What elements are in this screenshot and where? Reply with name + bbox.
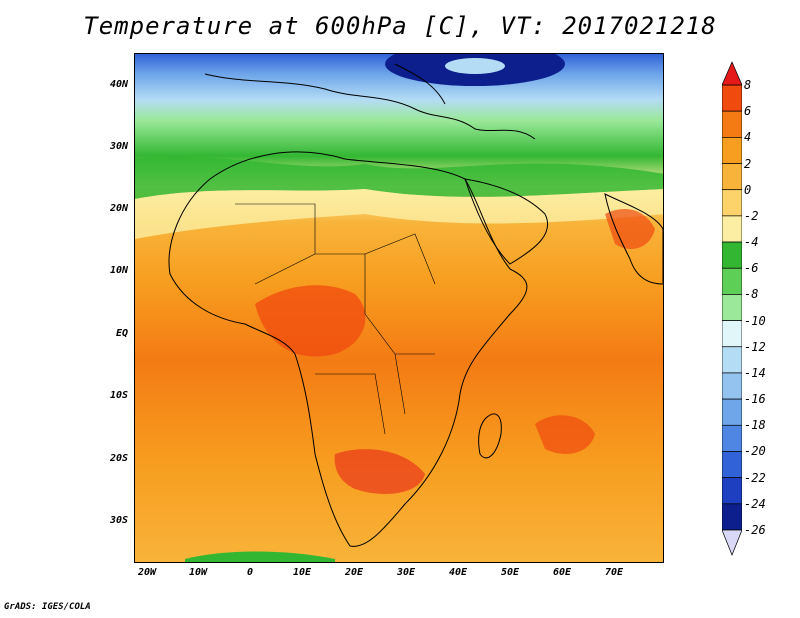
colorbar-label: 2 [744,156,752,171]
lat-label-10n: 10N [109,265,128,276]
colorbar [722,61,742,556]
colorbar-swatch [722,137,742,164]
colorbar-label: -4 [744,235,759,250]
colorbar-swatch [722,294,742,321]
colorbar-label: 4 [744,130,752,145]
colorbar-swatch [722,372,742,400]
colorbar-swatch [722,398,742,426]
colorbar-swatch [722,451,742,478]
lat-label-40n: 40N [109,79,128,90]
colorbar-label: -6 [744,261,759,276]
colorbar-swatch [722,346,742,374]
lon-label-10w: 10W [188,567,208,578]
colorbar-bottom-arrow [722,529,742,556]
colorbar-label: -14 [744,365,766,380]
lon-label-10e: 10E [292,567,312,578]
colorbar-swatch [722,424,742,452]
colorbar-swatch [722,503,742,531]
colorbar-swatch [722,110,742,138]
colorbar-label: -26 [744,523,766,537]
colorbar-swatch [722,267,742,295]
lon-label-20e: 20E [344,567,364,578]
colorbar-label: -2 [744,208,759,223]
colorbar-swatch [722,163,742,191]
colorbar-label: -10 [744,313,766,328]
lon-label-60e: 60E [552,567,572,578]
lat-label-30n: 30N [109,141,128,152]
lon-label-20w: 20W [137,567,157,578]
lon-label-30e: 30E [396,567,416,578]
lon-label-0: 0 [246,567,254,578]
colorbar-swatch [722,189,742,217]
colorbar-label: -24 [744,496,766,511]
africa-outline [168,151,528,547]
lon-label-40e: 40E [448,567,468,578]
colorbar-label: -18 [744,418,766,433]
lon-label-70e: 70E [604,567,624,578]
arabia-outline [464,178,548,265]
colorbar-swatch [722,84,742,112]
colorbar-label: 6 [744,104,752,119]
india-outline [604,193,663,285]
colorbar-top-arrow [722,61,742,86]
temperature-map [134,53,664,563]
lat-label-20s: 20S [109,453,128,464]
credit-text: GrADS: IGES/COLA [4,602,91,612]
colorbar-swatch [722,241,742,269]
colorbar-swatch [722,320,742,348]
lon-label-50e: 50E [500,567,520,578]
colorbar-label: -12 [744,339,766,354]
lat-label-10s: 10S [109,390,128,401]
colorbar-label: -8 [744,287,759,302]
lat-label-eq: EQ [115,328,128,339]
lat-label-30s: 30S [109,515,128,526]
colorbar-swatch [722,477,742,505]
colorbar-label: -16 [744,392,766,407]
colorbar-swatch [722,215,742,243]
lat-label-20n: 20N [109,203,128,214]
colorbar-label: 8 [744,78,752,92]
colorbar-label: -22 [744,470,766,485]
colorbar-label: -20 [744,444,766,459]
madagascar-outline [478,413,502,459]
colorbar-label: 0 [744,182,752,197]
map-title: Temperature at 600hPa [C], VT: 201702121… [83,12,717,40]
temperature-field-svg [135,54,663,562]
